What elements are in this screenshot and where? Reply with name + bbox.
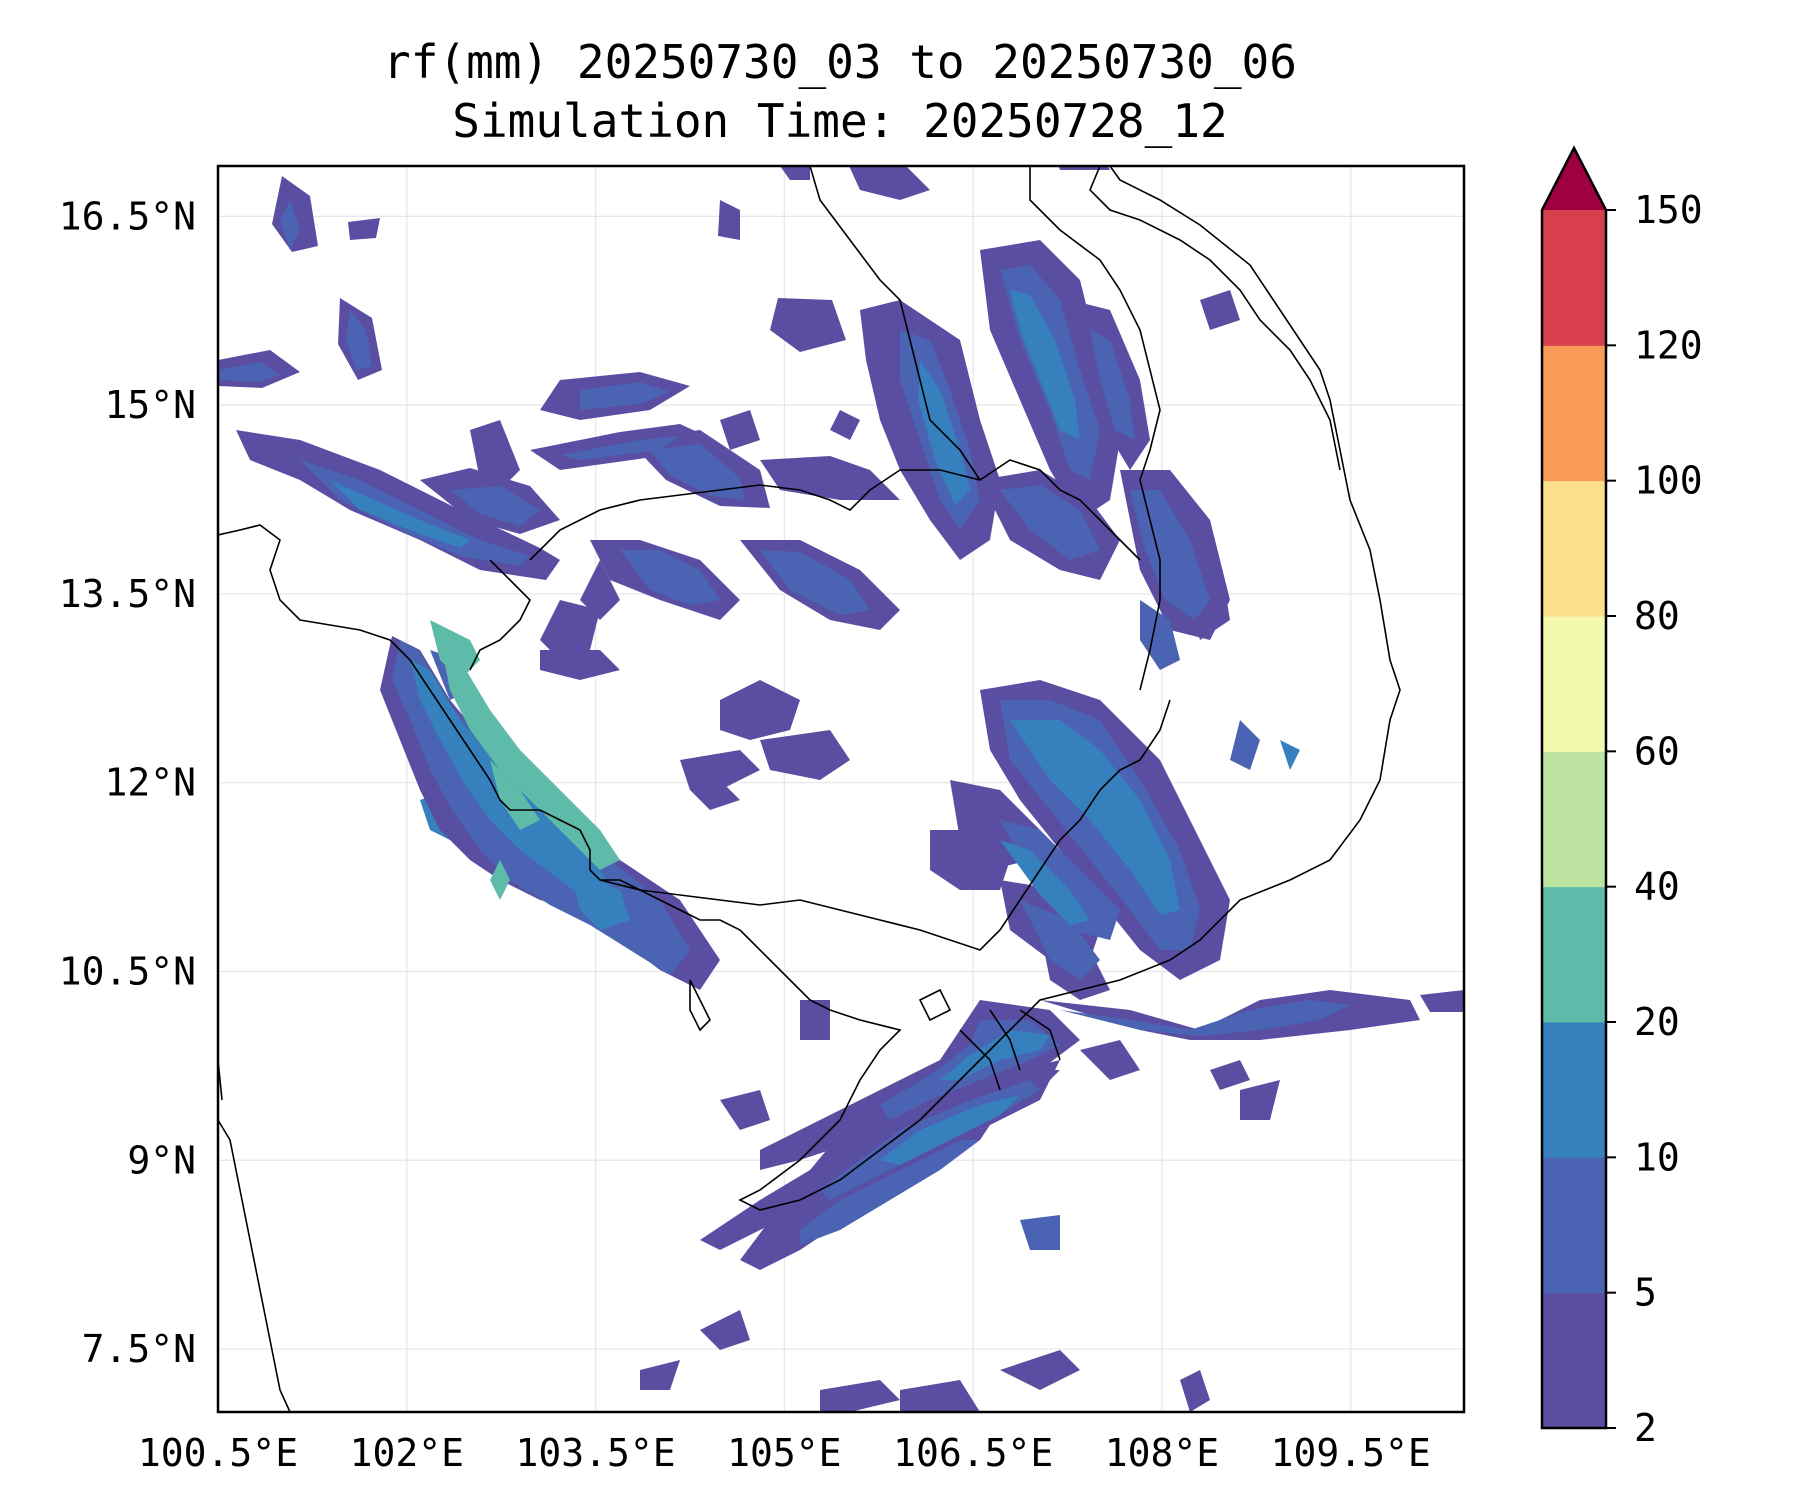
colorbar-tick-label: 120: [1634, 323, 1703, 367]
border-cambodia-vietnam: [599, 699, 1171, 951]
lat-tick-label: 7.5°N: [82, 1327, 196, 1371]
colorbar-band: [1542, 1157, 1606, 1294]
colorbar-outline: [1540, 145, 1608, 1430]
lon-tick-label: 102°E: [350, 1431, 464, 1475]
mekong-delta-1: [1019, 1009, 1061, 1061]
border-cambodia-north: [469, 559, 531, 671]
map-frame: [216, 164, 1466, 1414]
colorbar-band: [1542, 616, 1606, 752]
mekong-delta-3: [959, 1029, 1001, 1091]
colorbar-band: [1542, 345, 1606, 482]
colorbar-extend-arrow: [1542, 148, 1606, 210]
colorbar-band: [1542, 751, 1606, 888]
mekong-delta-2: [989, 1009, 1021, 1071]
coastal-rain-band: [380, 620, 720, 990]
island-1: [689, 979, 711, 1032]
colorbar-tick-label: 40: [1634, 865, 1680, 909]
coastlines-and-borders: [218, 166, 1401, 1412]
rainfall-field: [218, 166, 1464, 1412]
colorbar-bands: [1542, 210, 1606, 1429]
border-thailand-cambodia: [529, 459, 1141, 561]
lat-tick-label: 12°N: [104, 761, 196, 805]
colorbar-tick-label: 20: [1634, 1000, 1680, 1044]
title-line-1: rf(mm) 20250730_03 to 20250730_06: [383, 35, 1297, 89]
colorbar-tick-label: 10: [1634, 1135, 1680, 1179]
lon-tick-label: 105°E: [727, 1431, 841, 1475]
colorbar-ticks: 2 5 10 20 40 60 80 100 120 150: [1606, 188, 1703, 1450]
lon-tick-label: 109.5°E: [1271, 1431, 1431, 1475]
border-laos: [809, 166, 981, 481]
colorbar-band: [1542, 1022, 1606, 1158]
lon-tick-label: 108°E: [1105, 1431, 1219, 1475]
latitude-ticks: 16.5°N 15°N 13.5°N 12°N 10.5°N 9°N 7.5°N: [59, 194, 196, 1371]
colorbar-tick-label: 100: [1634, 459, 1703, 503]
lon-tick-label: 106.5°E: [893, 1431, 1053, 1475]
peninsula-west: [218, 1119, 291, 1412]
colorbar: 2 5 10 20 40 60 80 100 120 150: [1540, 145, 1703, 1450]
island-2: [918, 988, 952, 1022]
colorbar-tick-label: 80: [1634, 594, 1680, 638]
lat-tick-label: 13.5°N: [59, 572, 196, 616]
lon-tick-label: 100.5°E: [138, 1431, 298, 1475]
lat-tick-label: 10.5°N: [59, 949, 196, 993]
colorbar-band: [1542, 210, 1606, 346]
lat-tick-label: 16.5°N: [59, 194, 196, 238]
longitude-ticks: 100.5°E 102°E 103.5°E 105°E 106.5°E 108°E 109.…: [138, 1431, 1431, 1475]
colorbar-tick-label: 150: [1634, 188, 1703, 232]
colorbar-tick-label: 5: [1634, 1271, 1657, 1315]
colorbar-tick-label: 2: [1634, 1406, 1657, 1450]
border-vietnam-laos: [1029, 166, 1161, 691]
coastline-vietnam-north: [1089, 166, 1341, 471]
colorbar-band: [1542, 886, 1606, 1023]
lat-tick-label: 9°N: [127, 1138, 196, 1182]
map-panel: 100.5°E 102°E 103.5°E 105°E 106.5°E 108°E 109.…: [59, 164, 1466, 1475]
title-line-2: Simulation Time: 20250728_12: [452, 94, 1227, 148]
colorbar-band: [1542, 1292, 1606, 1429]
colorbar-tick-label: 60: [1634, 729, 1680, 773]
lon-tick-label: 103.5°E: [515, 1431, 675, 1475]
colorbar-band: [1542, 480, 1606, 617]
coastline-east: [218, 166, 1401, 1211]
lat-tick-label: 15°N: [104, 383, 196, 427]
